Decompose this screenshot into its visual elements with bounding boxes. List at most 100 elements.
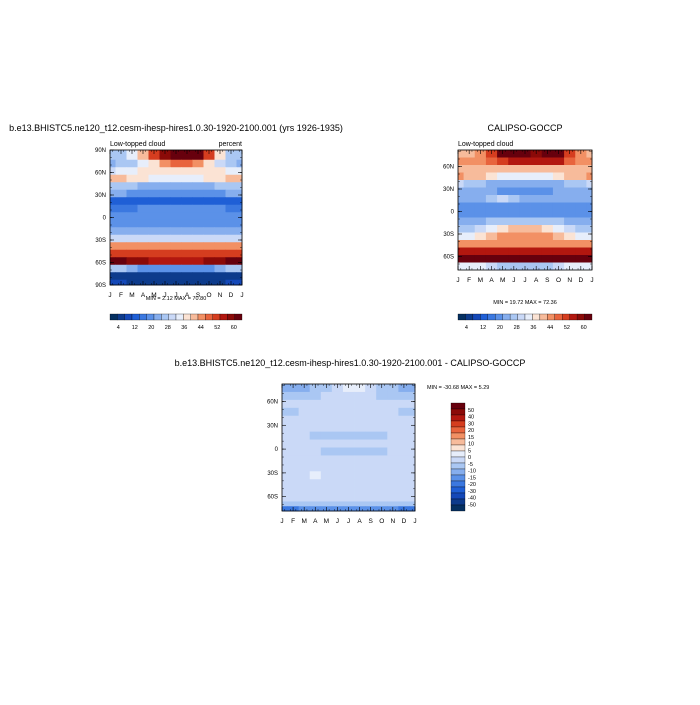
heatmap-cell [214, 242, 226, 251]
heatmap-cell [552, 210, 565, 218]
heatmap-cell [110, 182, 116, 191]
colorbar-swatch [450, 414, 466, 422]
heatmap-cell [586, 217, 593, 226]
left-label: Low-topped cloud [110, 141, 165, 148]
heatmap-cell [236, 219, 243, 228]
heatmap-cell [309, 399, 322, 409]
heatmap-cell [398, 495, 410, 502]
heatmap-cell [320, 455, 333, 464]
heatmap-cell [365, 463, 377, 472]
heatmap-cell [463, 232, 476, 241]
heatmap-cell [497, 240, 509, 248]
x-tick-label: O [379, 518, 384, 525]
heatmap-cell [564, 225, 576, 233]
heatmap-cell [110, 197, 116, 206]
heatmap-cell [331, 439, 344, 448]
heatmap-cell [115, 227, 127, 236]
heatmap-cell [331, 463, 344, 472]
colorbar-swatch [168, 313, 177, 321]
heatmap-cell [214, 174, 226, 183]
heatmap-cell [552, 232, 565, 241]
heatmap-cell [552, 187, 565, 196]
colorbar-swatch [487, 313, 496, 321]
heatmap-cell [409, 391, 416, 401]
x-tick-label: J [240, 292, 243, 299]
heatmap-cell [586, 247, 593, 256]
heatmap-cell [376, 407, 388, 417]
heatmap-cell [214, 219, 226, 228]
heatmap-cell [236, 150, 243, 161]
heatmap-cell [225, 167, 237, 176]
heatmap-cell [320, 415, 333, 425]
heatmap-cell [287, 399, 300, 409]
heatmap-cell [342, 415, 355, 425]
colorbar-swatch [457, 313, 466, 321]
heatmap-cell [508, 165, 520, 173]
heatmap-cell [376, 384, 388, 393]
y-tick-label: 30N [95, 193, 106, 199]
heatmap-cell [298, 407, 311, 417]
x-tick-label: M [478, 277, 483, 284]
heatmap-cell [309, 487, 322, 496]
heatmap-cell [203, 249, 215, 258]
heatmap-cell [298, 391, 311, 401]
heatmap-cell [309, 384, 322, 393]
heatmap-cell [575, 247, 587, 256]
heatmap-cell [331, 431, 344, 440]
heatmap-cell [552, 247, 565, 256]
heatmap-cell [541, 232, 554, 241]
heatmap-cell [287, 439, 300, 448]
heatmap-cell [214, 257, 226, 266]
heatmap-cell [236, 197, 243, 206]
heatmap-cell [398, 423, 410, 433]
heatmap-cell [115, 249, 127, 258]
heatmap-cell [541, 195, 554, 203]
heatmap-cell [409, 495, 416, 502]
x-tick-label: M [500, 277, 505, 284]
colorbar-label: 50 [468, 408, 474, 414]
right-label: percent [219, 141, 242, 148]
heatmap-cell [342, 463, 355, 472]
heatmap-cell [575, 157, 587, 166]
heatmap-cell [298, 463, 311, 472]
x-tick-label: A [141, 292, 146, 299]
colorbar-swatch [234, 313, 243, 321]
heatmap-cell [497, 195, 509, 203]
colorbar-swatch [175, 313, 184, 321]
heatmap-cell [398, 487, 410, 496]
heatmap-cell [409, 501, 416, 507]
y-tick-label: 30S [443, 232, 454, 238]
heatmap-cell [298, 501, 311, 507]
heatmap-cell [365, 391, 377, 401]
y-tick-label: 60N [443, 165, 454, 171]
heatmap-cell [508, 202, 520, 211]
heatmap-cell [110, 227, 116, 236]
heatmap-cell [586, 150, 593, 158]
heatmap-cell [398, 501, 410, 507]
heatmap-cell [115, 197, 127, 206]
heatmap-cell [309, 423, 322, 433]
x-tick-label: O [556, 277, 561, 284]
heatmap-cell [298, 384, 311, 393]
heatmap-cell [236, 279, 243, 286]
heatmap-cell [586, 255, 593, 263]
heatmap-cell [497, 225, 509, 233]
heatmap-cell [137, 242, 149, 251]
colorbar-swatch [161, 313, 169, 321]
heatmap-cell [409, 506, 416, 512]
heatmap-cell [409, 487, 416, 496]
heatmap-cell [458, 187, 464, 196]
heatmap-cell [287, 463, 300, 472]
heatmap-cell [159, 189, 171, 198]
heatmap-cell [214, 249, 226, 258]
heatmap-cell [463, 157, 476, 166]
colorbar-swatch [219, 313, 228, 321]
x-tick-label: A [185, 292, 190, 299]
heatmap-cell [387, 501, 399, 507]
heatmap-cell [159, 249, 171, 258]
colorbar-swatch [450, 438, 466, 446]
heatmap-cell [298, 399, 311, 409]
x-tick-label: A [313, 518, 318, 525]
heatmap-cell [203, 159, 215, 168]
heatmap-cell [463, 240, 476, 248]
